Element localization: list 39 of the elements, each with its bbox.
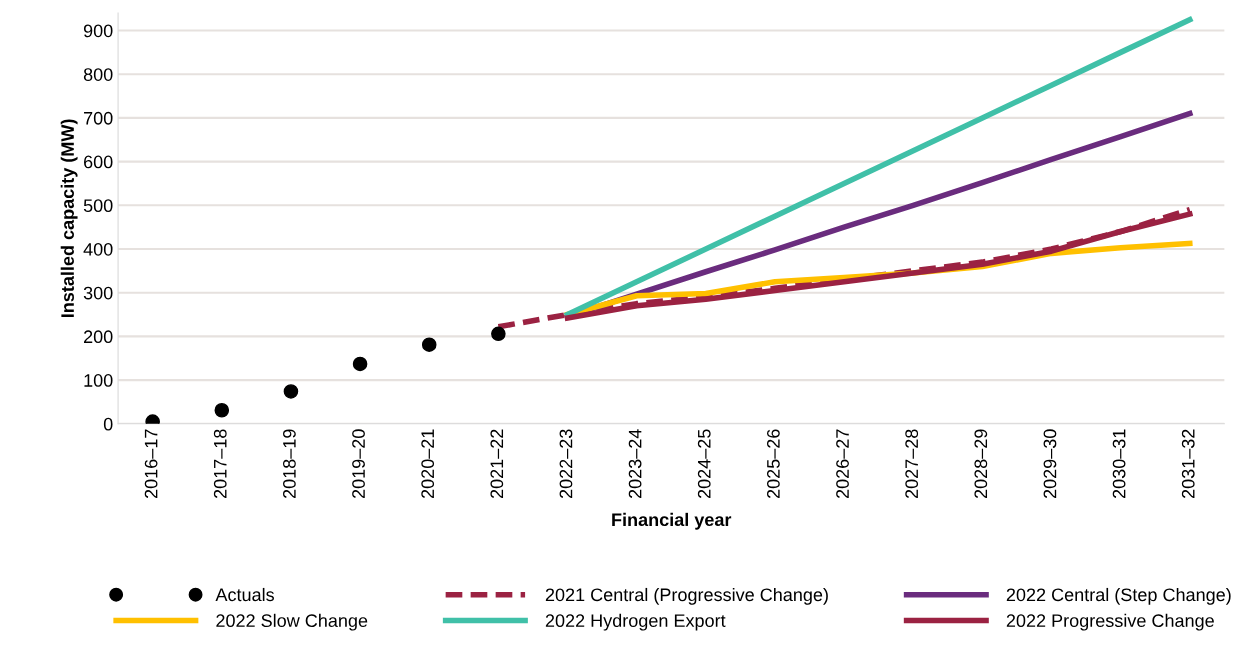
y-axis-title: Installed capacity (MW) xyxy=(60,119,78,318)
point xyxy=(491,326,506,342)
x-tick-label: 2025–26 xyxy=(766,429,780,499)
y-tick-label: 300 xyxy=(83,286,113,300)
legend-label: 2021 Central (Progressive Change) xyxy=(545,587,828,605)
x-tick-label: 2016–17 xyxy=(144,429,158,499)
legend-label: Actuals xyxy=(215,587,274,602)
x-tick-label: 2031–32 xyxy=(1181,429,1195,499)
x-tick-label: 2026–27 xyxy=(836,429,849,499)
x-tick-label: 2024–25 xyxy=(697,429,711,499)
x-tick-label: 2020–21 xyxy=(421,429,435,499)
legend-label: 2022 Central (Step Change) xyxy=(1006,587,1231,605)
x-tick-label: 2029–30 xyxy=(1043,429,1057,499)
legend-label: 2022 Progressive Change xyxy=(1006,613,1214,631)
y-tick-label: 700 xyxy=(84,111,113,125)
x-tick-label: 2023–24 xyxy=(628,429,642,499)
y-tick-label: 400 xyxy=(83,242,113,256)
point xyxy=(421,337,437,352)
x-axis-title: Financial year xyxy=(612,512,732,530)
x-tick-label: 2030–31 xyxy=(1112,429,1126,499)
x-tick-label: 2017–18 xyxy=(213,429,227,499)
legend-label: 2022 Slow Change xyxy=(216,613,368,631)
y-tick-label: 600 xyxy=(84,155,113,169)
x-tick-label: 2027–28 xyxy=(905,429,919,499)
y-tick-label: 500 xyxy=(83,199,113,213)
x-tick-label: 2022–23 xyxy=(559,429,573,499)
point xyxy=(214,402,230,418)
x-tick-label: 2019–20 xyxy=(352,429,365,499)
y-tick-label: 900 xyxy=(83,24,113,38)
x-tick-label: 2028–29 xyxy=(974,429,988,499)
y-tick-label: 200 xyxy=(84,330,113,344)
point xyxy=(352,356,368,372)
y-tick-label: 800 xyxy=(83,68,113,81)
point xyxy=(283,384,299,399)
legend-label: 2022 Hydrogen Export xyxy=(545,613,726,631)
x-tick-label: 2021–22 xyxy=(490,429,504,499)
y-tick-label: 100 xyxy=(84,374,113,387)
x-tick-label: 2018–19 xyxy=(283,429,296,499)
y-tick-label: 0 xyxy=(103,417,113,431)
